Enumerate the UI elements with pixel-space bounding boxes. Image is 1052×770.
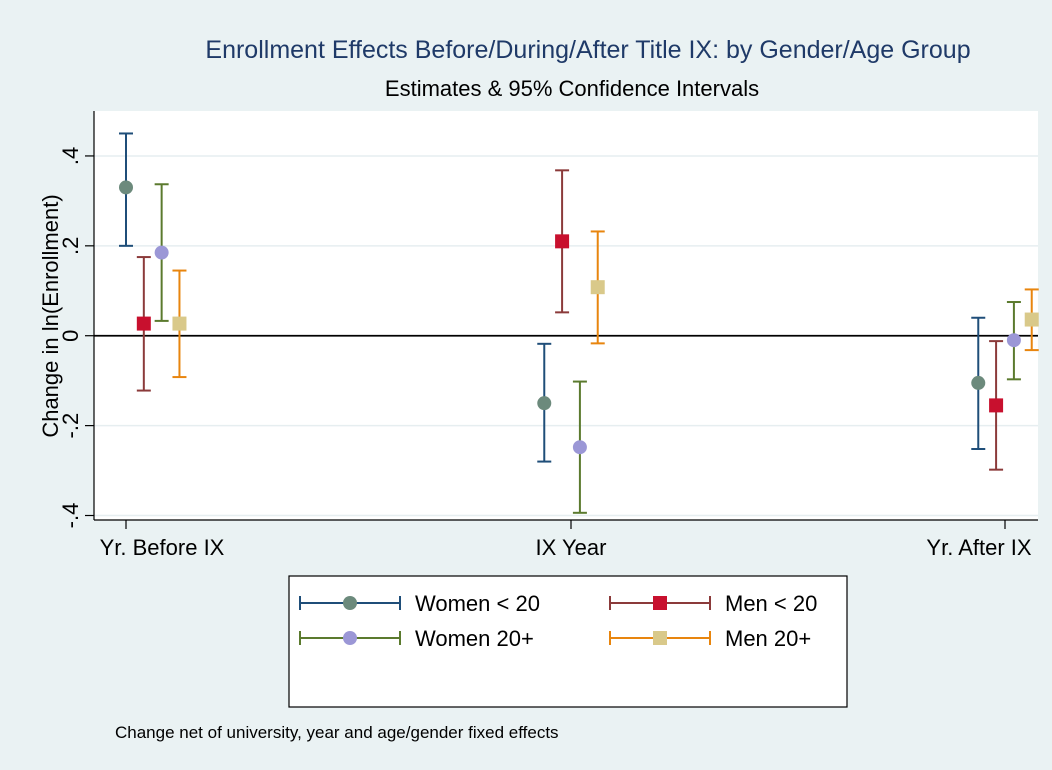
estimate-point: [989, 398, 1004, 413]
y-tick-label: .4: [58, 147, 83, 165]
legend-box: [288, 575, 848, 708]
legend-marker: [343, 596, 357, 610]
legend-label: Men < 20: [725, 591, 817, 616]
legend-marker: [653, 596, 667, 610]
estimate-point: [555, 234, 570, 249]
legend: Women < 20 Men < 20 Women 20+ Men 20+: [288, 575, 848, 708]
legend-label: Men 20+: [725, 626, 811, 651]
y-axis-label-group: Change in ln(Enrollment): [38, 194, 63, 437]
data-marks: [119, 132, 1039, 514]
y-tick-label: -.2: [58, 413, 83, 439]
y-tick-label: -.4: [58, 503, 83, 529]
estimate-point: [590, 280, 605, 295]
chart-note: Change net of university, year and age/g…: [115, 723, 559, 742]
estimate-point: [136, 316, 151, 331]
y-tick-label: .2: [58, 237, 83, 255]
estimate-point: [1006, 333, 1021, 348]
estimate-point: [572, 440, 587, 455]
x-tick-label: IX Year: [536, 535, 607, 560]
chart-subtitle: Estimates & 95% Confidence Intervals: [385, 76, 759, 101]
y-tick-label: 0: [58, 330, 83, 342]
estimate-point: [537, 396, 552, 411]
legend-marker: [343, 631, 357, 645]
x-tick-label: Yr. Before IX: [100, 535, 225, 560]
estimate-point: [119, 180, 133, 195]
estimate-point: [172, 316, 187, 331]
y-axis-label: Change in ln(Enrollment): [38, 194, 63, 437]
grid-lines: [94, 155, 1038, 517]
chart-title: Enrollment Effects Before/During/After T…: [205, 36, 970, 64]
estimate-point: [1024, 312, 1039, 327]
plot-area: [94, 111, 1038, 520]
legend-label: Women < 20: [415, 591, 540, 616]
axes: .4 .2 0 -.2 -.4 Yr. Before IX IX Year Yr. After…: [58, 111, 1038, 560]
estimate-point: [971, 375, 986, 390]
legend-marker: [653, 631, 667, 645]
legend-label: Women 20+: [415, 626, 534, 651]
estimate-point: [154, 245, 169, 260]
x-tick-label: Yr. After IX: [926, 535, 1031, 560]
